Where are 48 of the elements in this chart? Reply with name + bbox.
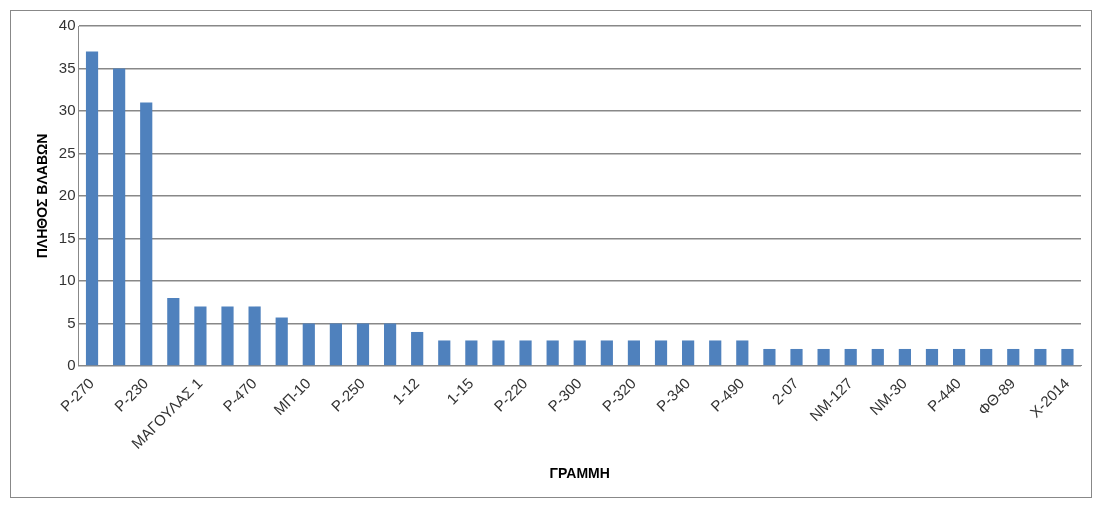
bar [519, 340, 532, 366]
bar [438, 340, 451, 366]
bar [140, 102, 153, 366]
bar [329, 323, 342, 366]
bar [194, 306, 207, 366]
y-tick-label: 25 [58, 143, 76, 161]
bar [871, 348, 884, 366]
bar [627, 340, 641, 366]
bar [980, 348, 993, 366]
bar [465, 340, 478, 366]
bar [221, 306, 234, 366]
bar [600, 340, 613, 366]
bar [492, 340, 505, 366]
y-tick-label: 20 [58, 186, 76, 204]
y-axis-title: ΠΛΗΘΟΣ ΒΛΑΒΩΝ [34, 133, 51, 259]
y-tick-label: 0 [67, 356, 76, 374]
bar [275, 317, 288, 366]
bar [302, 323, 315, 366]
bar [736, 340, 749, 366]
bar [573, 340, 586, 366]
bar [546, 340, 559, 366]
bar [709, 340, 722, 366]
bar [654, 340, 668, 366]
y-tick-label: 35 [58, 58, 76, 76]
bar [952, 348, 966, 366]
bar [1061, 348, 1074, 366]
bar [1007, 348, 1020, 366]
bar [682, 340, 695, 366]
y-tick-label: 40 [58, 16, 76, 34]
bar [167, 297, 180, 366]
bar [844, 348, 857, 366]
bar [817, 348, 830, 366]
bar [763, 348, 776, 366]
bar [790, 348, 803, 366]
bar [85, 51, 99, 366]
bar [248, 306, 261, 366]
bar [925, 348, 939, 366]
bar [411, 331, 424, 366]
bar [113, 68, 126, 366]
bar [1034, 348, 1047, 366]
bar [898, 348, 911, 366]
y-tick-label: 5 [67, 313, 76, 331]
y-tick-label: 15 [58, 228, 76, 246]
bar [356, 323, 370, 366]
x-axis-title: ΓΡΑΜΜΗ [549, 465, 610, 482]
y-tick-label: 10 [58, 271, 76, 289]
y-tick-label: 30 [58, 101, 76, 119]
bar [383, 323, 397, 366]
